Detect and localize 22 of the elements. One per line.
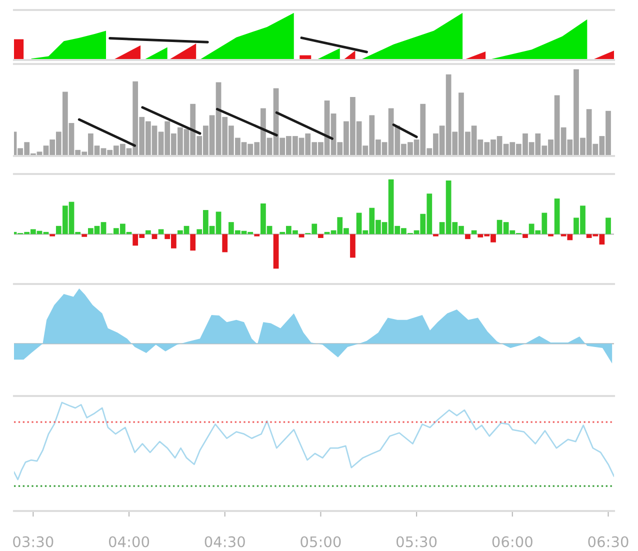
- bar: [145, 230, 151, 234]
- bar: [318, 234, 324, 238]
- x-tick-label: 04:30: [204, 536, 245, 548]
- bar: [82, 234, 88, 237]
- bar: [190, 234, 196, 251]
- bar: [471, 230, 477, 234]
- x-tick-label: 06:30: [588, 536, 628, 548]
- bar: [298, 234, 304, 238]
- x-tick-label: 05:30: [396, 536, 437, 548]
- bar: [152, 234, 158, 240]
- bar: [273, 234, 279, 269]
- bar: [606, 218, 611, 234]
- x-tick-label: 05:00: [300, 536, 341, 548]
- x-tick-label: 06:00: [492, 536, 532, 548]
- bar: [350, 234, 356, 258]
- bar: [158, 229, 164, 234]
- x-tick-label: 04:00: [108, 536, 150, 548]
- bar: [554, 198, 560, 234]
- x-tick-label: 03:30: [13, 536, 54, 548]
- bar: [522, 234, 528, 238]
- bar: [222, 234, 228, 252]
- bar: [465, 234, 470, 240]
